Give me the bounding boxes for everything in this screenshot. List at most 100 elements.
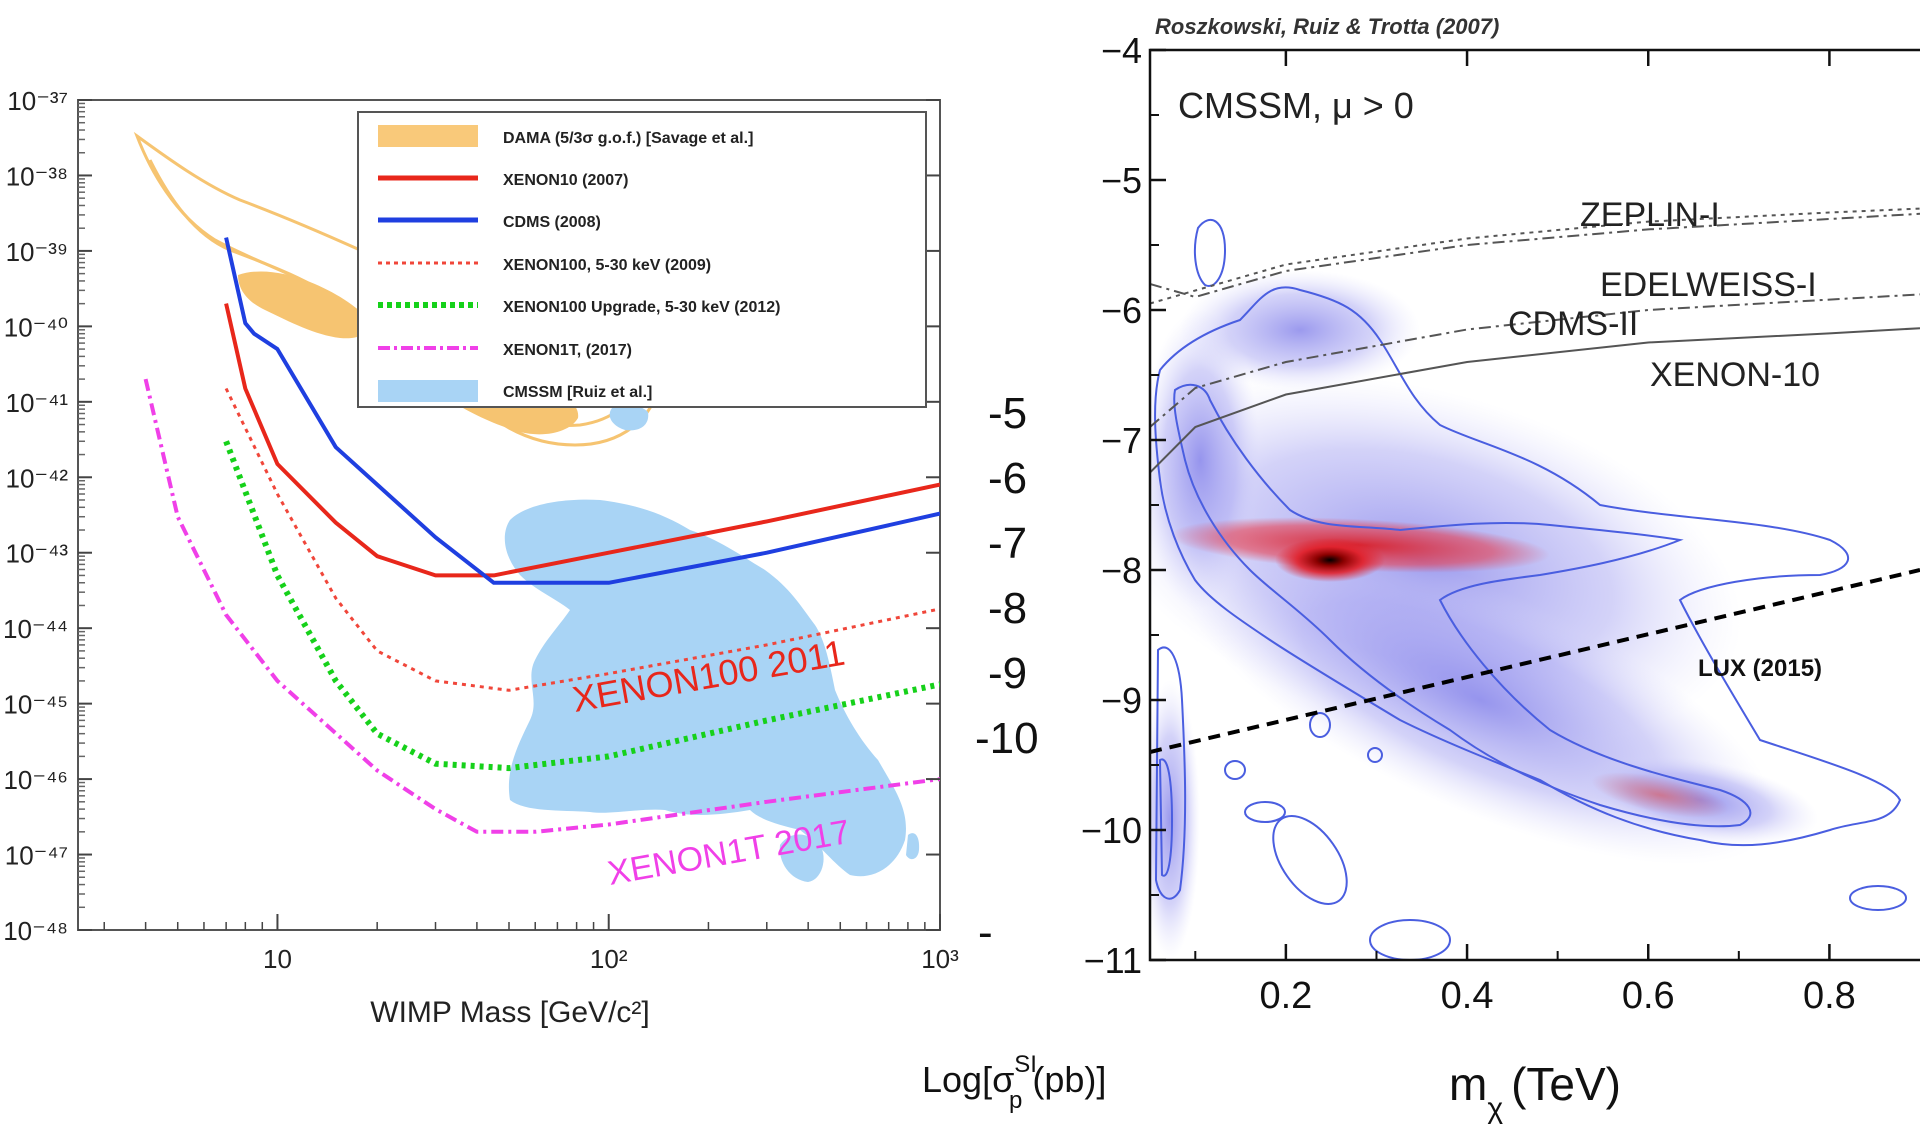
right-y-tick-label: −6 — [1101, 290, 1142, 331]
curve-label-xenon10: XENON-10 — [1650, 356, 1820, 394]
left-x-tick-label: 10² — [590, 944, 628, 974]
right-x-tick-label: 0.6 — [1622, 975, 1675, 1017]
middle-label-2: -6 — [988, 454, 1027, 503]
right-y-tick-label: −5 — [1101, 160, 1142, 201]
curve-label-lux: LUX (2015) — [1698, 655, 1822, 682]
right-chart: Roszkowski, Ruiz & Trotta (2007) — [922, 14, 1920, 1125]
left-chart: 10⁻³⁷ 10⁻³⁸ 10⁻³⁹ 10⁻⁴⁰ 10⁻⁴¹ 10⁻⁴² 10⁻⁴³ 10⁻⁴⁴… — [3, 86, 959, 1029]
left-y-tick-label: 10⁻⁴¹ — [6, 388, 69, 418]
middle-label-3: -7 — [988, 519, 1027, 568]
right-curve-4 — [1150, 568, 1920, 754]
curve-label-edelweiss: EDELWEISS-I — [1600, 266, 1817, 304]
right-x-tick-label: 0.8 — [1803, 975, 1856, 1017]
left-series-line-2 — [224, 387, 940, 692]
y-label-log: Log[σ — [922, 1059, 1014, 1100]
right-x-axis-label: mχ (TeV) — [1449, 1058, 1621, 1125]
curve-label-zeplin: ZEPLIN-I — [1580, 196, 1720, 234]
right-x-tick-label: 0.2 — [1259, 975, 1312, 1017]
cmssm-region-bottom — [779, 834, 824, 882]
right-y-tick-label: −11 — [1084, 940, 1142, 981]
left-x-tick-label: 10 — [263, 944, 292, 974]
left-y-tick-label: 10⁻⁴⁵ — [3, 690, 68, 720]
left-y-tick-label: 10⁻⁴⁰ — [4, 312, 68, 342]
density-upper — [1180, 270, 1420, 390]
right-y-tick-label: −7 — [1101, 420, 1142, 461]
middle-labels: -5 -6 -7 -8 -9 -10 - — [975, 389, 1039, 957]
contour-left-strip-inner — [1158, 758, 1174, 877]
legend-label-xenon100: XENON100, 5-30 keV (2009) — [503, 257, 711, 274]
left-y-tick-label: 10⁻³⁸ — [6, 161, 68, 191]
cmssm-region — [504, 499, 906, 877]
left-x-axis-label: WIMP Mass [GeV/c²] — [370, 996, 649, 1029]
y-label-sup: SI — [1014, 1051, 1037, 1078]
cmssm-region-speck — [906, 833, 920, 860]
contour-blob-6 — [1224, 760, 1246, 780]
right-curve-2 — [1150, 293, 1920, 428]
right-y-tick-label: −10 — [1081, 810, 1142, 851]
density-hotspot — [1275, 538, 1385, 582]
left-series-line-0 — [224, 303, 940, 578]
x-label-unit: (TeV) — [1511, 1058, 1621, 1110]
right-y-tick-label: −4 — [1101, 30, 1142, 71]
left-y-tick-label: 10⁻⁴⁴ — [3, 614, 68, 644]
left-y-tick-label: 10⁻⁴⁷ — [5, 841, 68, 871]
contour-blob-1 — [1272, 815, 1348, 905]
left-y-tick-label: 10⁻⁴⁸ — [3, 916, 68, 946]
right-chart-title: Roszkowski, Ruiz & Trotta (2007) — [1155, 14, 1499, 39]
contour-outer — [1154, 286, 1902, 847]
contour-blob-4 — [1309, 712, 1331, 738]
right-curve-3 — [1150, 327, 1920, 474]
middle-label-5: -9 — [988, 649, 1027, 698]
legend-frame — [357, 111, 927, 408]
legend-label-cmssm: CMSSM [Ruiz et al.] — [503, 384, 652, 401]
legend-label-cdms: CDMS (2008) — [503, 214, 601, 231]
left-y-tick-label: 10⁻³⁷ — [7, 86, 68, 116]
right-heatmap — [1150, 50, 1920, 960]
right-series-group — [1150, 207, 1920, 754]
left-axes: 10⁻³⁷ 10⁻³⁸ 10⁻³⁹ 10⁻⁴⁰ 10⁻⁴¹ 10⁻⁴² 10⁻⁴³ 10⁻⁴⁴… — [3, 86, 959, 974]
curve-label-cdms-ii: CDMS-II — [1508, 305, 1638, 343]
right-y-axis-label: Log[σSI p (pb)] — [922, 1051, 1106, 1114]
density-far-left — [1150, 680, 1200, 960]
density-red-right — [1591, 772, 1729, 818]
x-label-m: m — [1449, 1058, 1487, 1110]
legend-swatch-dama — [378, 125, 478, 147]
left-x-tick-label: 10³ — [921, 944, 959, 974]
legend-label-xenon10: XENON10 (2007) — [503, 172, 628, 189]
x-label-sub: χ — [1487, 1092, 1503, 1125]
cmssm-region-top — [609, 404, 649, 431]
middle-label-6: -10 — [975, 714, 1039, 763]
legend-swatch-cmssm — [378, 380, 478, 402]
contour-blob-5 — [1367, 747, 1383, 763]
contour-blob-7 — [1849, 885, 1907, 911]
right-curve-0 — [1150, 207, 1920, 305]
left-series-line-3 — [223, 440, 940, 772]
middle-label-7: - — [978, 908, 993, 957]
legend-label-dama: DAMA (5/3σ g.o.f.) [Savage et al.] — [503, 130, 753, 147]
contour-top-island — [1193, 218, 1227, 287]
right-y-tick-label: −9 — [1101, 680, 1142, 721]
legend-label-xenon1t: XENON1T, (2017) — [503, 342, 632, 359]
right-axes: −4 −5 −6 −7 −8 −9 −10 −11 0.2 0.4 0.6 0.8 — [1081, 30, 1856, 1017]
right-y-tick-label: −8 — [1101, 550, 1142, 591]
middle-label-1: -5 — [988, 389, 1027, 438]
left-y-tick-label: 10⁻⁴² — [6, 463, 69, 493]
left-series-line-1 — [224, 237, 940, 585]
contour-blob-2 — [1369, 919, 1451, 960]
contour-left-strip — [1154, 646, 1187, 900]
left-y-tick-label: 10⁻³⁹ — [6, 237, 68, 267]
legend-label-xenon100-upgrade: XENON100 Upgrade, 5-30 keV (2012) — [503, 299, 780, 316]
contour-blob-3 — [1244, 801, 1286, 823]
left-y-tick-label: 10⁻⁴³ — [6, 539, 69, 569]
left-y-tick-label: 10⁻⁴⁶ — [3, 765, 68, 795]
left-legend: DAMA (5/3σ g.o.f.) [Savage et al.] XENON… — [357, 111, 927, 408]
left-series-group — [143, 237, 940, 834]
y-label-sub: p — [1009, 1087, 1022, 1114]
dama-band-upper — [238, 271, 372, 339]
right-main-annotation: CMSSM, μ > 0 — [1178, 85, 1414, 126]
contour-inner — [1173, 383, 1752, 828]
right-x-tick-label: 0.4 — [1441, 975, 1494, 1017]
middle-label-4: -8 — [988, 584, 1027, 633]
y-label-unit: (pb)] — [1032, 1059, 1106, 1100]
